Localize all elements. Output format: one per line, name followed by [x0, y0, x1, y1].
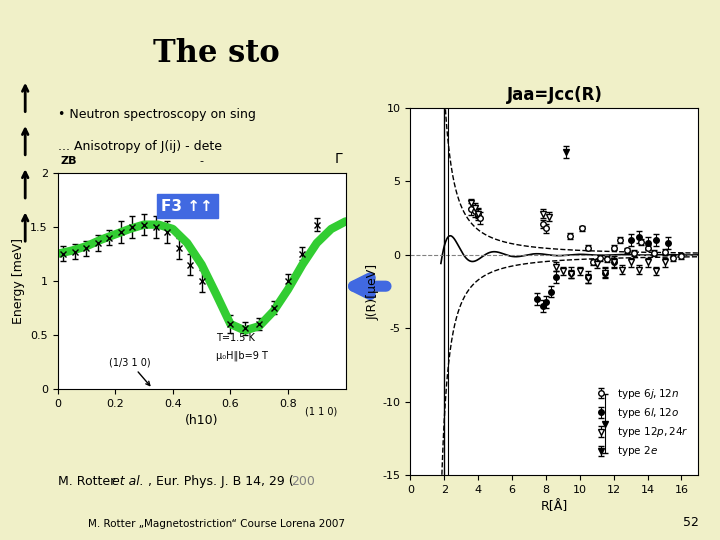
Text: μ₀H‖b=9 T: μ₀H‖b=9 T	[216, 350, 268, 361]
Text: M. Rotter: M. Rotter	[58, 475, 119, 488]
Title: Jaa=Jcc(R): Jaa=Jcc(R)	[506, 86, 603, 104]
Text: (1 1 0): (1 1 0)	[305, 406, 337, 416]
Text: ZB: ZB	[60, 156, 77, 166]
Text: et al.: et al.	[112, 475, 143, 488]
Text: ... Anisotropy of J(ij) - dete: ... Anisotropy of J(ij) - dete	[58, 140, 222, 153]
Y-axis label: Energy [meV]: Energy [meV]	[12, 238, 24, 324]
Text: 200: 200	[292, 475, 315, 488]
Text: M. Rotter „Magnetostriction“ Course Lorena 2007: M. Rotter „Magnetostriction“ Course Lore…	[88, 519, 344, 529]
Text: • Neutron spectroscopy on sing: • Neutron spectroscopy on sing	[58, 108, 256, 121]
X-axis label: (h10): (h10)	[185, 414, 218, 427]
Text: T=1.5 K: T=1.5 K	[216, 333, 255, 343]
Y-axis label: J(R)[μeV]: J(R)[μeV]	[367, 264, 380, 320]
Text: (1/3 1 0): (1/3 1 0)	[109, 357, 150, 386]
X-axis label: R[Å]: R[Å]	[541, 501, 568, 514]
Text: 52: 52	[683, 516, 698, 529]
Text: Γ: Γ	[335, 152, 343, 166]
Legend: type $6j,12n$, type $6l,12o$, type $12p,24r$, type $2e$: type $6j,12n$, type $6l,12o$, type $12p,…	[590, 383, 693, 463]
Text: F3 ↑↑: F3 ↑↑	[161, 199, 213, 214]
Text: , Eur. Phys. J. B 14, 29 (: , Eur. Phys. J. B 14, 29 (	[148, 475, 293, 488]
Text: The sto: The sto	[153, 38, 279, 69]
Text: -: -	[199, 156, 204, 166]
